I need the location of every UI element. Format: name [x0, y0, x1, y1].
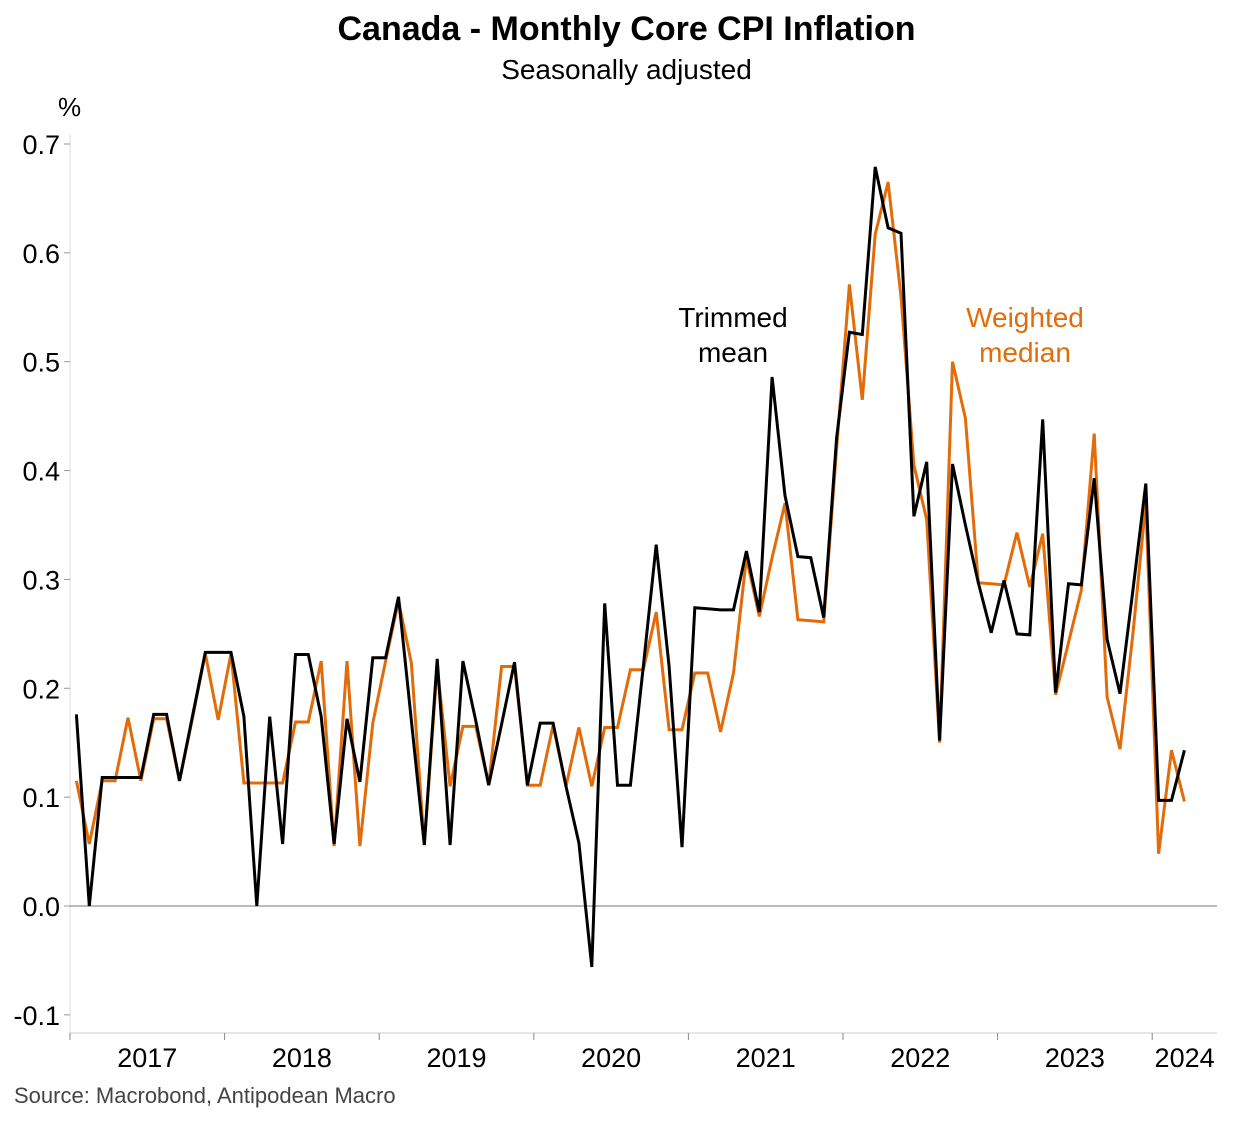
x-tick-label: 2021 [736, 1043, 796, 1073]
x-tick-label: 2024 [1155, 1043, 1215, 1073]
y-tick-label: 0.1 [22, 783, 60, 813]
chart-title: Canada - Monthly Core CPI Inflation [337, 10, 916, 48]
x-tick-label: 2019 [426, 1043, 486, 1073]
series-line-trimmed-mean [74, 166, 1186, 968]
x-tick-label: 2017 [117, 1043, 177, 1073]
y-tick-label: 0.4 [22, 457, 60, 487]
y-tick-label: 0.6 [22, 239, 60, 269]
x-tick-label: 2020 [581, 1043, 641, 1073]
annotation-weighted-median-line2: median [979, 337, 1071, 368]
y-tick-label: 0.2 [22, 674, 60, 704]
y-tick-label: 0.0 [22, 892, 60, 922]
source-note: Source: Macrobond, Antipodean Macro [14, 1083, 396, 1108]
annotation-trimmed-mean-line2: mean [698, 337, 768, 368]
x-tick-label: 2023 [1045, 1043, 1105, 1073]
x-tick-label: 2018 [272, 1043, 332, 1073]
x-tick-label: 2022 [890, 1043, 950, 1073]
y-axis-unit-label: % [58, 92, 81, 122]
y-tick-label: 0.5 [22, 348, 60, 378]
series-line-weighted-median [74, 181, 1186, 854]
y-tick-label: 0.7 [22, 130, 60, 160]
chart-subtitle: Seasonally adjusted [501, 54, 752, 85]
annotation-trimmed-mean-line1: Trimmed [678, 302, 787, 333]
y-tick-label: 0.3 [22, 565, 60, 595]
y-tick-label: -0.1 [13, 1001, 60, 1031]
annotation-weighted-median-line1: Weighted [966, 302, 1084, 333]
